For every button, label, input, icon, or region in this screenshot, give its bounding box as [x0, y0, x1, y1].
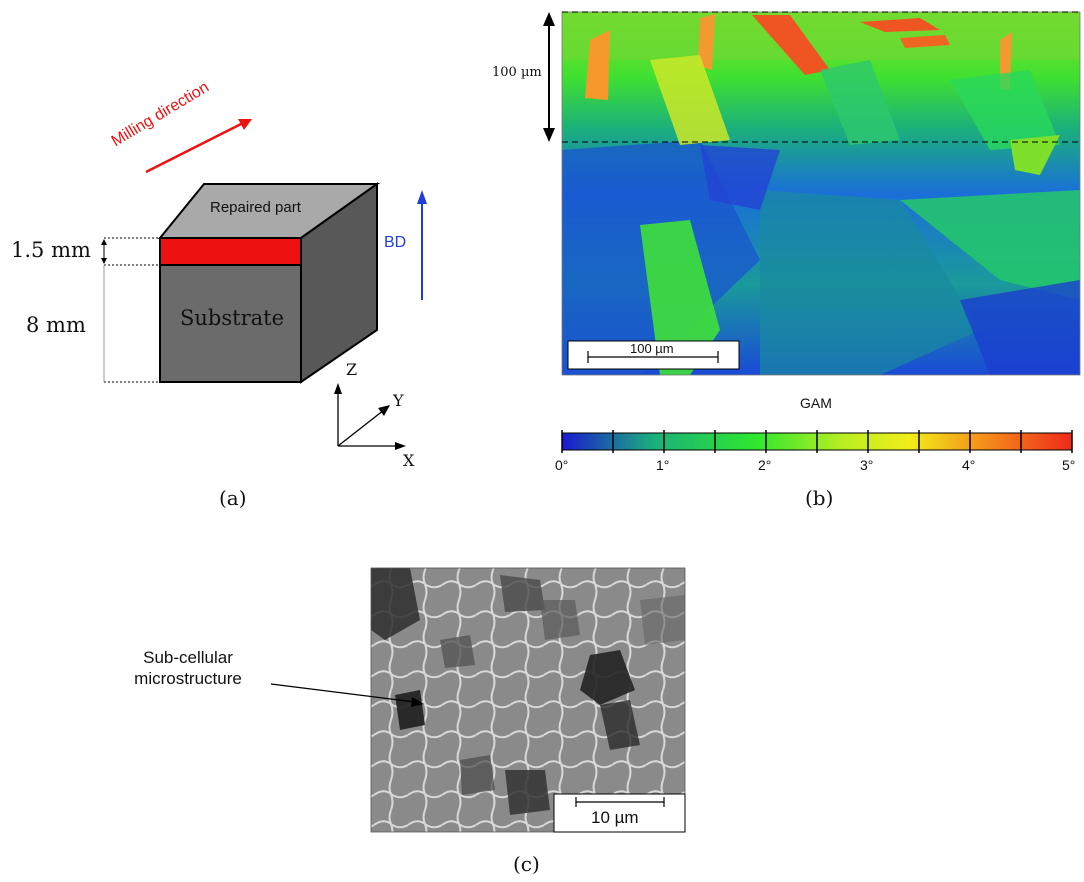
colorbar-tick-label: 3°: [860, 457, 874, 473]
annotation-arrowhead: [411, 697, 424, 707]
annotation-arrow-line: [270, 683, 416, 703]
annotation-line-2: microstructure: [134, 669, 242, 688]
sem-scale-bar-label: 10 µm: [591, 808, 639, 827]
grain: [698, 14, 715, 70]
grain: [900, 190, 1080, 300]
milling-direction-arrow: [145, 121, 244, 174]
grain: [650, 55, 730, 145]
annotation-line-1: Sub-cellular: [143, 648, 233, 667]
depth-arrowhead-bottom: [543, 128, 555, 142]
map-scale-bar-label: 100 µm: [630, 341, 674, 356]
grain: [760, 190, 980, 375]
dim-1-5-mm-label: 1.5 mm: [11, 238, 91, 262]
repaired-part-label: Repaired part: [210, 199, 301, 216]
depth-label: 100 µm: [492, 65, 542, 80]
grain: [960, 280, 1080, 375]
axis-x-label: X: [403, 451, 415, 470]
colorbar-ticks: [561, 430, 1073, 453]
dark-grain: [460, 755, 495, 795]
grain: [585, 30, 610, 100]
axis-y-arrowhead: [378, 405, 390, 416]
sem-dark-grains: [371, 568, 685, 815]
bd-arrowhead: [417, 190, 427, 204]
sem-border: [370, 567, 686, 833]
grain: [1010, 135, 1060, 175]
dark-grain: [395, 690, 425, 730]
axis-x-arrowhead: [395, 442, 406, 450]
colorbar-tick-label: 2°: [758, 457, 772, 473]
deposit-layer: [159, 237, 302, 266]
grain: [752, 15, 830, 75]
grain: [860, 18, 940, 32]
caption-c: (c): [513, 852, 540, 876]
caption-b: (b): [805, 486, 834, 510]
dim-arrowhead: [101, 239, 107, 245]
axis-y-line: [337, 409, 385, 447]
dark-grain: [505, 770, 550, 815]
colorbar-tick-label: 5°: [1062, 457, 1076, 473]
grain: [820, 60, 900, 145]
dark-grain: [580, 650, 635, 705]
colorbar-title: GAM: [800, 395, 832, 411]
grain: [562, 12, 1080, 60]
grain: [700, 145, 780, 210]
milling-arrowhead: [238, 119, 252, 130]
dark-grain: [500, 575, 545, 612]
dim-arrowhead: [101, 258, 107, 264]
dark-grain: [371, 568, 420, 640]
grain: [950, 70, 1060, 150]
dark-grain: [540, 600, 580, 640]
grain: [900, 35, 950, 48]
colorbar-tick-label: 1°: [656, 457, 670, 473]
dark-grain: [640, 595, 685, 645]
axis-z-arrowhead: [334, 383, 342, 394]
axis-z-label: Z: [346, 360, 358, 379]
colorbar-tick-label: 4°: [962, 457, 976, 473]
gam-map-border: [561, 11, 1081, 376]
dark-grain: [600, 700, 640, 750]
axis-y-label: Y: [393, 391, 404, 410]
dim-8-mm-label: 8 mm: [26, 313, 86, 337]
bd-label: BD: [384, 234, 407, 251]
colorbar-tick-label: 0°: [555, 457, 569, 473]
annotation-arrow: [272, 284, 410, 700]
substrate-label: Substrate: [180, 306, 284, 330]
dark-grain: [440, 635, 475, 668]
map-scale-bar-box: [567, 340, 740, 370]
grain: [640, 220, 720, 375]
depth-arrowhead-top: [543, 12, 555, 26]
gam-grains: [562, 12, 1080, 375]
caption-a: (a): [219, 486, 247, 510]
